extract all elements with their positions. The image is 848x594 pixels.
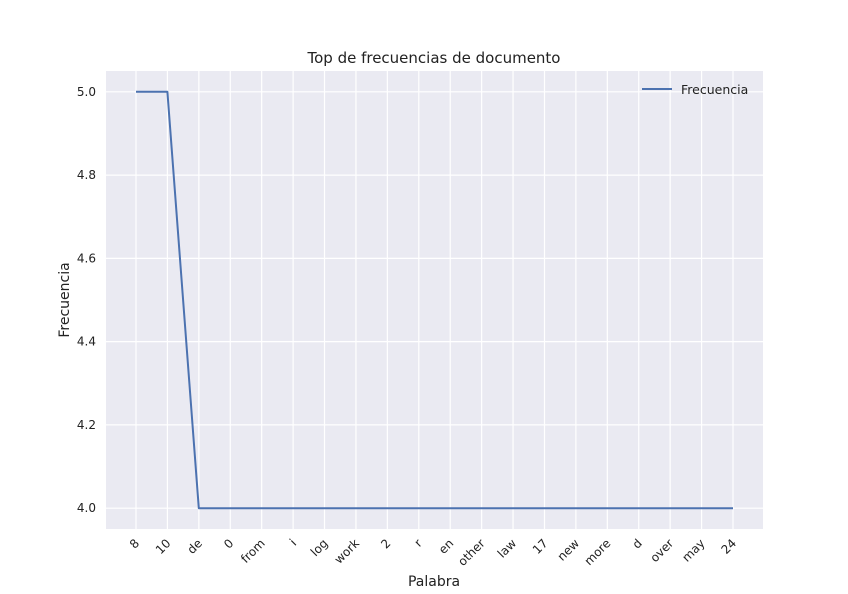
- chart-title: Top de frecuencias de documento: [306, 49, 560, 67]
- x-tick-label: 2: [378, 536, 393, 551]
- grid-lines: [106, 71, 763, 529]
- plot-area: [106, 71, 763, 529]
- x-tick-label: de: [184, 536, 205, 557]
- x-tick-label: 17: [530, 536, 551, 557]
- legend: Frecuencia: [642, 82, 748, 97]
- x-tick-label: work: [332, 536, 362, 566]
- y-axis-label: Frecuencia: [57, 262, 73, 337]
- x-tick-label: may: [679, 536, 707, 564]
- x-tick-label: r: [412, 536, 425, 549]
- y-tick-label: 4.4: [77, 335, 96, 349]
- x-tick-label: 10: [153, 536, 174, 557]
- x-tick-label: law: [495, 536, 520, 561]
- x-tick-label: i: [287, 536, 299, 548]
- y-tick-labels: 4.0 4.2 4.4 4.6 4.8 5.0: [77, 85, 96, 515]
- y-tick-label: 5.0: [77, 85, 96, 99]
- x-tick-label: 8: [127, 536, 142, 551]
- x-axis-label: Palabra: [408, 574, 460, 590]
- series-line-frecuencia: [136, 90, 733, 510]
- series-group: [136, 90, 733, 510]
- y-tick-label: 4.8: [77, 168, 96, 182]
- x-tick-label: other: [455, 536, 488, 569]
- x-tick-label: 0: [221, 536, 236, 551]
- x-tick-label: d: [630, 536, 645, 551]
- x-tick-label: from: [238, 536, 268, 566]
- x-tick-label: 24: [718, 536, 739, 557]
- y-tick-label: 4.6: [77, 251, 96, 265]
- y-tick-label: 4.0: [77, 501, 96, 515]
- x-tick-label: more: [582, 536, 614, 568]
- y-tick-label: 4.2: [77, 418, 96, 432]
- legend-label-frecuencia: Frecuencia: [681, 82, 748, 97]
- x-tick-label: new: [555, 536, 583, 564]
- x-tick-label: over: [647, 536, 676, 565]
- x-tick-label: en: [436, 536, 457, 557]
- x-tick-label: log: [308, 536, 331, 559]
